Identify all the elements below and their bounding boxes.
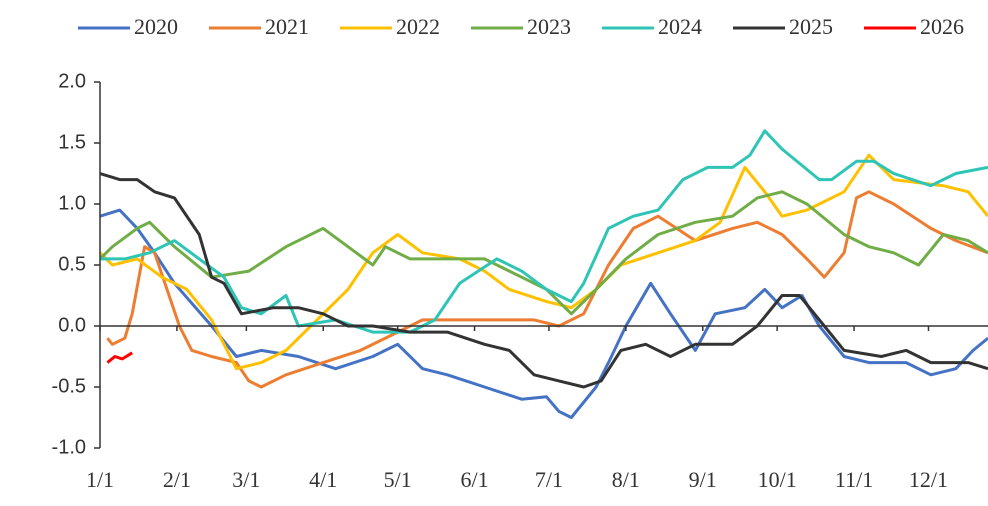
x-tick-label: 6/1 [460, 467, 488, 492]
series-line [100, 153, 988, 371]
legend-label: 2023 [527, 14, 571, 39]
y-tick-label: 1.0 [58, 192, 86, 214]
plot-area [100, 129, 988, 419]
legend-label: 2020 [134, 14, 178, 39]
y-tick-label: -0.5 [52, 375, 86, 397]
x-tick-label: 1/1 [86, 467, 114, 492]
x-tick-label: 3/1 [232, 467, 260, 492]
x-tick-label: 12/1 [909, 467, 948, 492]
legend-label: 2025 [789, 14, 833, 39]
x-tick-label: 8/1 [612, 467, 640, 492]
series-line [106, 190, 988, 389]
legend-label: 2024 [658, 14, 702, 39]
x-tick-label: 4/1 [309, 467, 337, 492]
series-line [106, 351, 133, 364]
x-tick-label: 11/1 [835, 467, 873, 492]
y-tick-label: 2.0 [58, 70, 86, 92]
legend-label: 2022 [396, 14, 440, 39]
legend-label: 2021 [265, 14, 309, 39]
series-line [100, 129, 988, 334]
y-tick-label: 0.5 [58, 253, 86, 275]
series-line [100, 208, 988, 419]
x-tick-label: 10/1 [758, 467, 797, 492]
y-tick-label: 1.5 [58, 131, 86, 153]
x-tick-label: 9/1 [689, 467, 717, 492]
x-tick-label: 5/1 [384, 467, 412, 492]
y-tick-label: 0.0 [58, 314, 86, 336]
x-tick-label: 7/1 [535, 467, 563, 492]
legend-label: 2026 [920, 14, 964, 39]
y-tick-label: -1.0 [52, 436, 86, 458]
x-tick-label: 2/1 [163, 467, 191, 492]
